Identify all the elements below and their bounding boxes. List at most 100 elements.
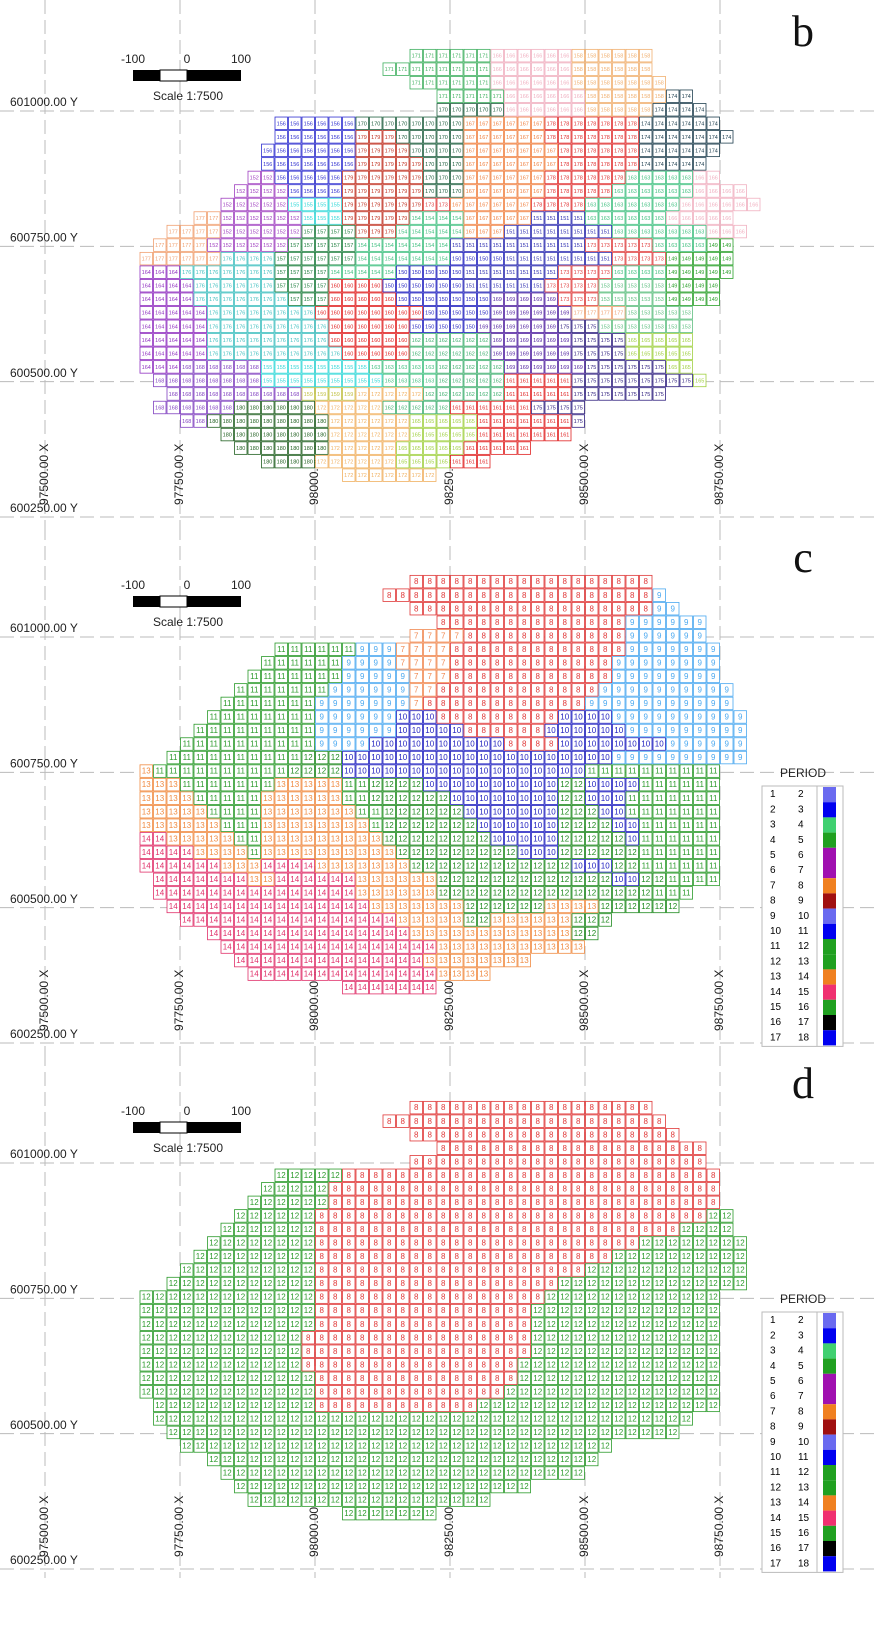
block-label: 157 <box>331 257 340 263</box>
block-label: 156 <box>277 121 286 127</box>
block-label: 152 <box>250 230 259 236</box>
block-label: 14 <box>223 916 232 925</box>
block-label: 158 <box>614 54 623 60</box>
x-tick-label: 98750.00 X <box>712 970 726 1031</box>
block-label: 179 <box>412 202 421 208</box>
block <box>639 48 653 63</box>
block-label: 12 <box>236 1225 245 1234</box>
block-label: 176 <box>317 338 326 344</box>
block-label: 170 <box>439 135 448 141</box>
block-label: 11 <box>669 767 678 776</box>
block-label: 176 <box>236 284 245 290</box>
block-label: 8 <box>657 1184 662 1193</box>
block-label: 14 <box>277 916 286 925</box>
block <box>355 197 369 212</box>
block-label: 12 <box>304 753 313 762</box>
block-label: 177 <box>587 311 596 317</box>
block-label: 9 <box>360 740 365 749</box>
block-label: 155 <box>304 378 313 384</box>
legend-period: 3 <box>798 804 804 815</box>
block-label: 8 <box>698 1198 703 1207</box>
block-label: 163 <box>614 216 623 222</box>
block-label: 8 <box>617 618 622 627</box>
block <box>585 76 599 90</box>
block <box>328 170 342 185</box>
block-label: 8 <box>603 1198 608 1207</box>
block-label: 151 <box>520 243 529 249</box>
block-label: 175 <box>574 405 583 411</box>
block <box>288 157 302 171</box>
block-label: 152 <box>277 189 286 195</box>
block-label: 8 <box>657 1225 662 1234</box>
block-label: 172 <box>398 433 407 439</box>
block-label: 8 <box>590 1130 595 1139</box>
block-label: 161 <box>506 405 515 411</box>
block-label: 162 <box>479 378 488 384</box>
block-label: 154 <box>412 257 421 263</box>
block <box>571 224 585 239</box>
block-label: 9 <box>644 631 649 640</box>
block-label: 180 <box>236 433 245 439</box>
block-label: 8 <box>590 645 595 654</box>
block-label: 169 <box>493 297 502 303</box>
block-label: 8 <box>455 686 460 695</box>
block-label: 12 <box>290 1239 299 1248</box>
block <box>261 170 275 185</box>
block-label: 13 <box>547 943 556 952</box>
block-label: 9 <box>617 672 622 681</box>
block-label: 177 <box>196 230 205 236</box>
block-label: 167 <box>547 148 556 154</box>
block-label: 13 <box>209 848 218 857</box>
block-label: 151 <box>587 230 596 236</box>
block <box>544 116 558 130</box>
scale-bar-segment <box>159 69 188 82</box>
block-label: 8 <box>347 1198 352 1207</box>
scale-label: Scale 1:7500 <box>153 89 223 103</box>
block-label: 178 <box>574 175 583 181</box>
block-label: 167 <box>466 216 475 222</box>
block-label: 149 <box>668 257 677 263</box>
block-label: 8 <box>374 1198 379 1207</box>
block-label: 8 <box>576 672 581 681</box>
block-label: 10 <box>547 834 556 843</box>
block-label: 170 <box>439 148 448 154</box>
block-label: 12 <box>506 902 515 911</box>
block-label: 8 <box>671 1212 676 1221</box>
block-label: 150 <box>466 311 475 317</box>
block-label: 166 <box>533 94 542 100</box>
block-label: 174 <box>668 108 677 114</box>
block-label: 8 <box>495 713 500 722</box>
block-label: 12 <box>493 848 502 857</box>
block-label: 8 <box>644 604 649 613</box>
y-tick-label: 600500.00 Y <box>10 892 78 906</box>
block-label: 153 <box>668 311 677 317</box>
block-label: 156 <box>304 175 313 181</box>
block-label: 12 <box>479 861 488 870</box>
block <box>342 211 356 225</box>
block-label: 10 <box>466 794 475 803</box>
block-label: 10 <box>452 767 461 776</box>
block-label: 169 <box>533 324 542 330</box>
block-label: 14 <box>358 943 367 952</box>
block-label: 172 <box>358 419 367 425</box>
block-label: 154 <box>425 257 434 263</box>
block-label: 174 <box>695 121 704 127</box>
block-label: 149 <box>709 243 718 249</box>
block-label: 8 <box>576 591 581 600</box>
block <box>436 184 450 198</box>
block <box>585 251 599 266</box>
block-label: 150 <box>452 324 461 330</box>
block-label: 8 <box>603 645 608 654</box>
block-label: 151 <box>560 257 569 263</box>
block-label: 12 <box>574 916 583 925</box>
block-label: 12 <box>574 848 583 857</box>
block-label: 14 <box>263 956 272 965</box>
block-label: 179 <box>398 175 407 181</box>
block-label: 10 <box>614 726 623 735</box>
block-label: 14 <box>236 956 245 965</box>
block-label: 13 <box>169 807 178 816</box>
block-label: 8 <box>455 1171 460 1180</box>
block-label: 171 <box>466 67 475 73</box>
block-label: 163 <box>628 216 637 222</box>
block-label: 12 <box>479 916 488 925</box>
